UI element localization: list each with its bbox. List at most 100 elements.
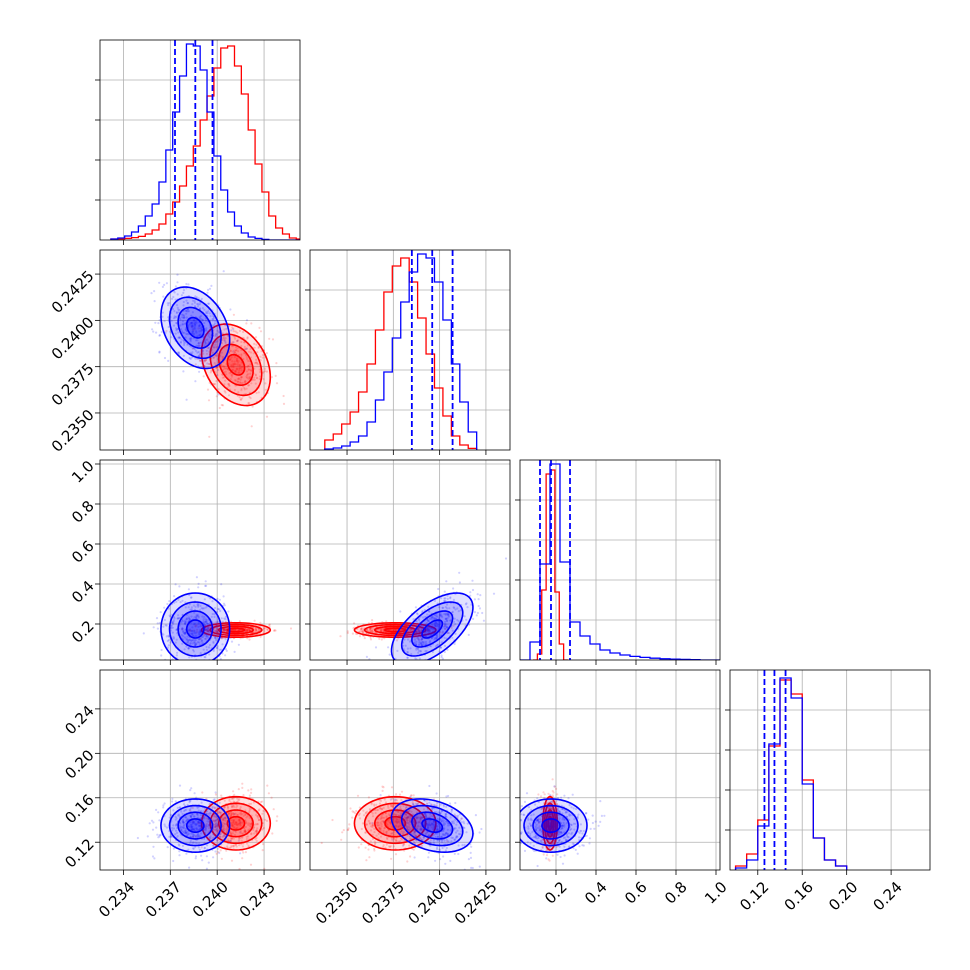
- scatter-point: [172, 616, 175, 619]
- scatter-point: [188, 808, 191, 812]
- scatter-point: [445, 813, 448, 816]
- scatter-point: [233, 650, 236, 654]
- scatter-point: [431, 822, 434, 825]
- histogram-step: [110, 43, 300, 240]
- scatter-point: [428, 630, 431, 633]
- scatter-point: [220, 794, 223, 797]
- scatter-point: [380, 815, 383, 818]
- scatter-point: [433, 637, 436, 640]
- scatter-point: [179, 324, 182, 327]
- scatter-point: [457, 814, 460, 817]
- scatter-point: [223, 604, 226, 607]
- scatter-point: [388, 818, 391, 821]
- scatter-point: [193, 319, 196, 322]
- scatter-point: [193, 611, 196, 614]
- scatter-point: [368, 808, 371, 811]
- density-fill: [169, 602, 222, 656]
- scatter-point: [191, 311, 194, 314]
- scatter-point: [170, 336, 173, 339]
- scatter-point: [239, 836, 242, 840]
- scatter-point: [440, 809, 443, 813]
- scatter-point: [447, 840, 450, 843]
- scatter-point: [232, 813, 235, 816]
- scatter-point: [259, 635, 262, 638]
- scatter-point: [556, 807, 560, 810]
- scatter-point: [238, 620, 241, 623]
- scatter-point: [214, 791, 217, 794]
- scatter-point: [204, 584, 207, 588]
- scatter-point: [387, 820, 390, 823]
- scatter-point: [190, 324, 193, 327]
- scatter-point: [190, 632, 193, 635]
- scatter-point: [415, 630, 418, 633]
- scatter-point: [223, 365, 226, 368]
- scatter-point: [394, 820, 397, 823]
- scatter-point: [183, 622, 187, 625]
- scatter-point: [186, 818, 189, 821]
- scatter-point: [190, 615, 193, 618]
- scatter-point: [185, 282, 188, 286]
- scatter-point: [239, 824, 242, 827]
- scatter-point: [194, 295, 197, 298]
- scatter-point: [374, 646, 378, 649]
- scatter-point: [197, 833, 200, 836]
- scatter-point: [339, 635, 342, 638]
- scatter-point: [373, 847, 376, 851]
- scatter-point: [371, 815, 375, 818]
- scatter-point: [397, 818, 400, 821]
- scatter-point: [421, 610, 424, 613]
- scatter-point: [204, 656, 207, 659]
- scatter-point: [244, 830, 247, 833]
- scatter-point: [471, 866, 474, 870]
- scatter-point: [373, 827, 376, 830]
- scatter-point: [212, 346, 215, 349]
- scatter-point: [379, 835, 383, 838]
- scatter-point: [191, 642, 194, 645]
- scatter-point: [438, 849, 441, 852]
- scatter-point: [364, 831, 367, 834]
- scatter-point: [184, 622, 187, 625]
- scatter-point: [230, 837, 234, 841]
- scatter-point: [394, 629, 398, 632]
- scatter-point: [152, 626, 155, 629]
- scatter-point: [467, 858, 470, 861]
- scatter-point: [419, 821, 422, 824]
- scatter-point: [196, 603, 199, 606]
- scatter-point: [197, 820, 201, 823]
- scatter-point: [197, 582, 200, 585]
- scatter-point: [222, 602, 226, 605]
- scatter-point: [444, 617, 447, 620]
- scatter-point: [449, 596, 452, 599]
- scatter-point: [367, 796, 370, 799]
- scatter-point: [231, 824, 234, 827]
- scatter-point: [431, 807, 434, 810]
- scatter-point: [229, 357, 232, 360]
- scatter-point: [229, 814, 232, 818]
- scatter-point: [214, 636, 217, 639]
- scatter-point: [435, 828, 438, 831]
- scatter-point: [163, 618, 166, 622]
- scatter-point: [282, 402, 286, 405]
- scatter-point: [169, 835, 172, 838]
- scatter-point: [231, 824, 234, 827]
- scatter-point: [470, 845, 473, 848]
- scatter-point: [255, 358, 258, 361]
- scatter-point: [211, 805, 214, 808]
- scatter-point: [184, 827, 188, 831]
- scatter-point: [186, 617, 189, 620]
- scatter-point: [216, 340, 219, 343]
- scatter-point: [209, 371, 212, 374]
- scatter-point: [193, 322, 196, 325]
- scatter-point: [170, 297, 174, 300]
- scatter-point: [182, 340, 185, 343]
- scatter-point: [190, 608, 193, 611]
- scatter-point: [168, 302, 171, 305]
- scatter-point: [183, 322, 186, 325]
- scatter-point: [407, 825, 410, 829]
- scatter-point: [451, 820, 454, 823]
- scatter-point: [360, 627, 363, 630]
- scatter-point: [232, 313, 235, 316]
- scatter-point: [231, 805, 234, 809]
- scatter-point: [161, 285, 164, 288]
- scatter-point: [421, 643, 424, 646]
